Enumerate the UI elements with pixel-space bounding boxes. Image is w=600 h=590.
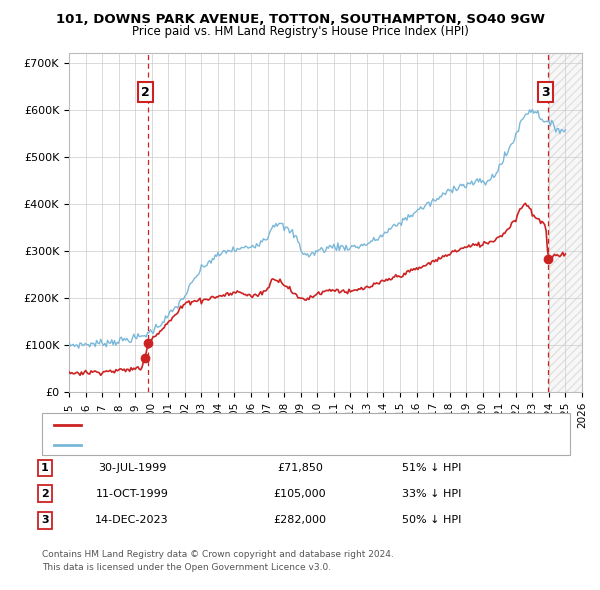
Text: 50% ↓ HPI: 50% ↓ HPI xyxy=(403,516,461,525)
Text: This data is licensed under the Open Government Licence v3.0.: This data is licensed under the Open Gov… xyxy=(42,563,331,572)
Text: 14-DEC-2023: 14-DEC-2023 xyxy=(95,516,169,525)
Text: 2: 2 xyxy=(41,489,49,499)
Text: 51% ↓ HPI: 51% ↓ HPI xyxy=(403,463,461,473)
Text: 101, DOWNS PARK AVENUE, TOTTON, SOUTHAMPTON, SO40 9GW: 101, DOWNS PARK AVENUE, TOTTON, SOUTHAMP… xyxy=(56,13,545,26)
Text: 3: 3 xyxy=(41,516,49,525)
Text: 2: 2 xyxy=(141,86,150,99)
Text: HPI: Average price, detached house, New Forest: HPI: Average price, detached house, New … xyxy=(87,440,338,450)
Text: Contains HM Land Registry data © Crown copyright and database right 2024.: Contains HM Land Registry data © Crown c… xyxy=(42,550,394,559)
Text: Price paid vs. HM Land Registry's House Price Index (HPI): Price paid vs. HM Land Registry's House … xyxy=(131,25,469,38)
Text: £71,850: £71,850 xyxy=(277,463,323,473)
Text: 11-OCT-1999: 11-OCT-1999 xyxy=(95,489,169,499)
Text: 101, DOWNS PARK AVENUE, TOTTON, SOUTHAMPTON, SO40 9GW (detached house): 101, DOWNS PARK AVENUE, TOTTON, SOUTHAMP… xyxy=(87,420,524,430)
Text: £105,000: £105,000 xyxy=(274,489,326,499)
Text: 3: 3 xyxy=(541,86,550,99)
Text: 33% ↓ HPI: 33% ↓ HPI xyxy=(403,489,461,499)
Text: 1: 1 xyxy=(41,463,49,473)
Text: 30-JUL-1999: 30-JUL-1999 xyxy=(98,463,166,473)
Text: £282,000: £282,000 xyxy=(274,516,326,525)
